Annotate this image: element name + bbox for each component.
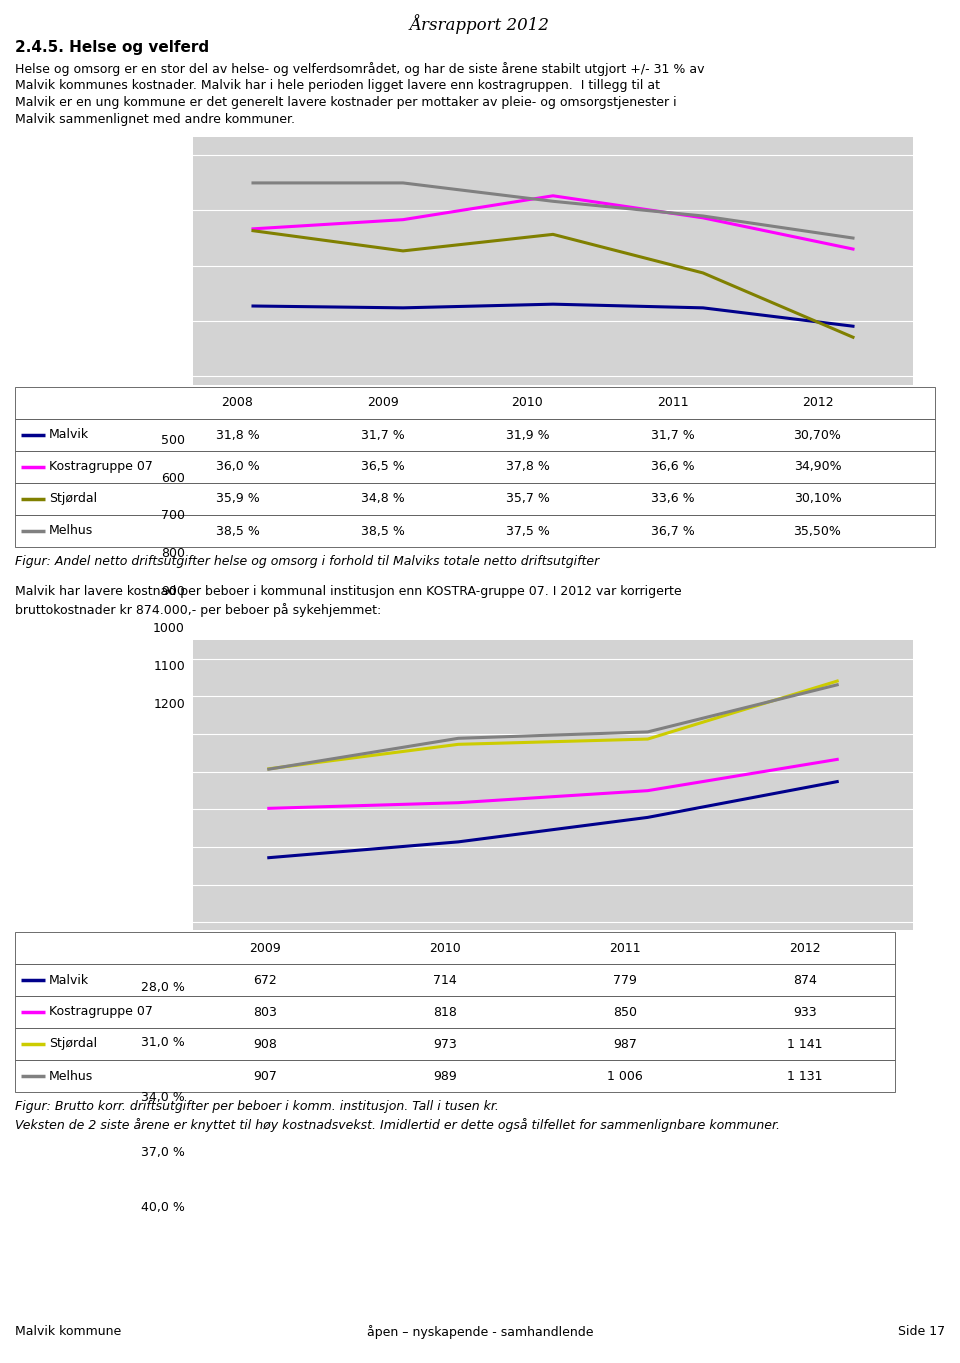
Text: 714: 714 (433, 973, 457, 987)
Text: 31,0 %: 31,0 % (141, 1036, 185, 1048)
Text: 1200: 1200 (154, 698, 185, 710)
Text: Helse og omsorg er en stor del av helse- og velferdsområdet, og har de siste åre: Helse og omsorg er en stor del av helse-… (15, 61, 705, 76)
Text: 989: 989 (433, 1070, 457, 1082)
Text: 908: 908 (253, 1037, 276, 1051)
Text: 34,90%: 34,90% (794, 461, 841, 473)
Text: 31,8 %: 31,8 % (216, 428, 259, 442)
Text: 37,8 %: 37,8 % (506, 461, 549, 473)
Text: åpen – nyskapende - samhandlende: åpen – nyskapende - samhandlende (367, 1325, 593, 1338)
Text: 800: 800 (161, 547, 185, 560)
Text: 31,7 %: 31,7 % (361, 428, 404, 442)
Text: Malvik har lavere kostnad per beboer i kommunal institusjon enn KOSTRA-gruppe 07: Malvik har lavere kostnad per beboer i k… (15, 585, 682, 598)
Text: 35,50%: 35,50% (794, 525, 841, 537)
Text: Stjørdal: Stjørdal (49, 1037, 97, 1051)
Text: 2010: 2010 (512, 397, 543, 409)
Text: 973: 973 (433, 1037, 457, 1051)
Text: 1000: 1000 (154, 623, 185, 635)
Text: 1 141: 1 141 (787, 1037, 823, 1051)
Text: 2011: 2011 (610, 942, 641, 954)
Text: 803: 803 (253, 1006, 276, 1018)
Text: 1 131: 1 131 (787, 1070, 823, 1082)
Text: 34,8 %: 34,8 % (361, 492, 404, 506)
Text: 30,10%: 30,10% (794, 492, 841, 506)
Text: Årsrapport 2012: Årsrapport 2012 (410, 14, 550, 34)
Text: Melhus: Melhus (49, 525, 93, 537)
Text: Kostragruppe 07: Kostragruppe 07 (49, 1006, 153, 1018)
Text: Malvik kommune: Malvik kommune (15, 1325, 121, 1338)
Text: 933: 933 (793, 1006, 817, 1018)
Text: 779: 779 (613, 973, 636, 987)
Text: 38,5 %: 38,5 % (361, 525, 404, 537)
Text: Melhus: Melhus (49, 1070, 93, 1082)
Text: 2010: 2010 (429, 942, 461, 954)
Text: 2012: 2012 (789, 942, 821, 954)
Text: 40,0 %: 40,0 % (141, 1201, 185, 1214)
Text: Malvik sammenlignet med andre kommuner.: Malvik sammenlignet med andre kommuner. (15, 113, 295, 125)
Text: Malvik er en ung kommune er det generelt lavere kostnader per mottaker av pleie-: Malvik er en ung kommune er det generelt… (15, 95, 677, 109)
Text: 850: 850 (613, 1006, 637, 1018)
Text: 2012: 2012 (802, 397, 833, 409)
Text: 36,5 %: 36,5 % (361, 461, 404, 473)
Text: 700: 700 (161, 510, 185, 522)
Text: 1100: 1100 (154, 660, 185, 673)
Text: Figur: Andel netto driftsutgifter helse og omsorg i forhold til Malviks totale n: Figur: Andel netto driftsutgifter helse … (15, 555, 599, 568)
Text: 2009: 2009 (250, 942, 281, 954)
Text: 35,9 %: 35,9 % (216, 492, 259, 506)
Text: 33,6 %: 33,6 % (651, 492, 694, 506)
Text: 37,5 %: 37,5 % (506, 525, 549, 537)
Text: Veksten de 2 siste årene er knyttet til høy kostnadsvekst. Imidlertid er dette o: Veksten de 2 siste årene er knyttet til … (15, 1118, 780, 1131)
Text: 35,7 %: 35,7 % (506, 492, 549, 506)
Text: 37,0 %: 37,0 % (141, 1146, 185, 1159)
Text: Kostragruppe 07: Kostragruppe 07 (49, 461, 153, 473)
Text: 2.4.5. Helse og velferd: 2.4.5. Helse og velferd (15, 40, 209, 55)
Text: 28,0 %: 28,0 % (141, 981, 185, 994)
Text: 2009: 2009 (367, 397, 398, 409)
Text: 2011: 2011 (657, 397, 688, 409)
Text: 38,5 %: 38,5 % (216, 525, 259, 537)
Text: 907: 907 (253, 1070, 276, 1082)
Text: 2008: 2008 (222, 397, 253, 409)
Text: 36,0 %: 36,0 % (216, 461, 259, 473)
Text: Figur: Brutto korr. driftsutgifter per beboer i komm. institusjon. Tall i tusen : Figur: Brutto korr. driftsutgifter per b… (15, 1100, 499, 1114)
Text: 600: 600 (161, 472, 185, 485)
Text: 987: 987 (613, 1037, 636, 1051)
Text: Malvik: Malvik (49, 428, 89, 442)
Text: Malvik kommunes kostnader. Malvik har i hele perioden ligget lavere enn kostragr: Malvik kommunes kostnader. Malvik har i … (15, 79, 660, 91)
Text: 30,70%: 30,70% (794, 428, 841, 442)
Text: 31,7 %: 31,7 % (651, 428, 694, 442)
Text: Stjørdal: Stjørdal (49, 492, 97, 506)
Text: 672: 672 (253, 973, 276, 987)
Text: 818: 818 (433, 1006, 457, 1018)
Text: 36,7 %: 36,7 % (651, 525, 694, 537)
Text: Side 17: Side 17 (898, 1325, 945, 1338)
Text: bruttokostnader kr 874.000,- per beboer på sykehjemmet:: bruttokostnader kr 874.000,- per beboer … (15, 602, 381, 617)
Text: 1 006: 1 006 (607, 1070, 643, 1082)
Text: 500: 500 (161, 433, 185, 447)
Text: 34,0 %: 34,0 % (141, 1090, 185, 1104)
Text: Malvik: Malvik (49, 973, 89, 987)
Text: 36,6 %: 36,6 % (651, 461, 694, 473)
Text: 900: 900 (161, 585, 185, 598)
Text: 31,9 %: 31,9 % (506, 428, 549, 442)
Text: 874: 874 (793, 973, 817, 987)
